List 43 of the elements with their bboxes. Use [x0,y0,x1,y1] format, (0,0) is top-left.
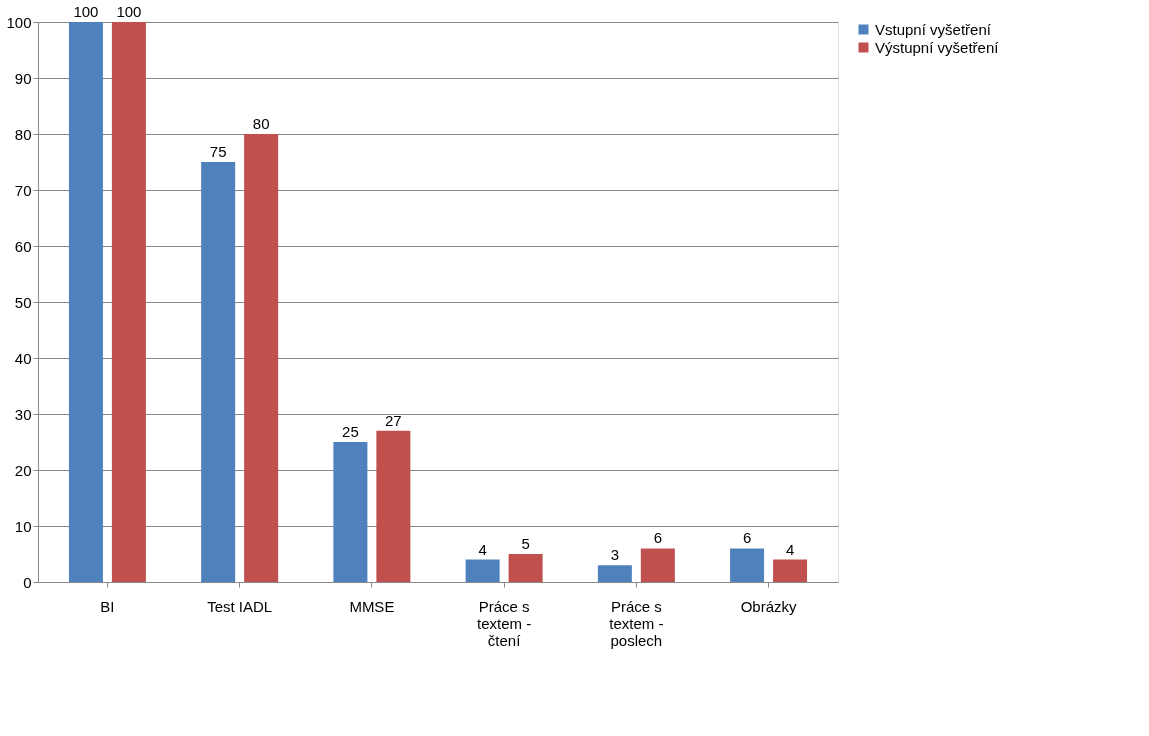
data-label: 6 [653,529,663,547]
legend-label: Vstupní vyšetření [875,20,992,38]
data-label: 3 [610,546,620,564]
x-tick-label: Práce s textem - poslech [609,597,664,649]
x-tick-label: MMSE [349,597,395,615]
bar [68,22,103,582]
bar [376,430,411,582]
data-label: 4 [785,540,795,558]
y-tick-label: 10 [14,517,32,535]
bar [773,559,808,582]
legend-label: Výstupní vyšetření [875,38,1000,56]
data-label: 25 [342,423,359,440]
bar [597,565,632,582]
data-label: 5 [521,535,530,552]
bar [730,548,765,582]
bar [244,134,279,582]
y-tick-label: 100 [6,13,32,31]
y-tick-label: 20 [14,461,32,479]
x-tick-label: Práce s textem - čtení [477,597,532,649]
data-label: 4 [478,540,487,558]
y-tick-label: 50 [14,293,32,311]
bar [508,554,543,582]
data-label: 80 [252,115,270,132]
x-tick-label: Obrázky [740,597,797,615]
y-tick-label: 30 [14,405,32,423]
x-tick-label: BI [100,597,115,615]
bar [465,559,500,582]
bar [640,548,675,582]
y-tick-label: 80 [14,125,32,143]
y-tick-label: 60 [14,237,32,255]
bar [333,442,368,582]
data-label: 75 [209,143,227,160]
data-label: 100 [116,3,142,20]
y-tick-label: 70 [14,181,32,199]
y-tick-label: 40 [14,349,32,367]
data-label: 100 [73,3,99,20]
data-label: 27 [385,411,402,429]
bar [111,22,146,582]
data-label: 6 [742,529,752,547]
bar [201,162,236,582]
y-tick-label: 90 [14,69,32,87]
y-tick-label: 0 [23,573,32,591]
x-tick-label: Test IADL [207,597,273,615]
